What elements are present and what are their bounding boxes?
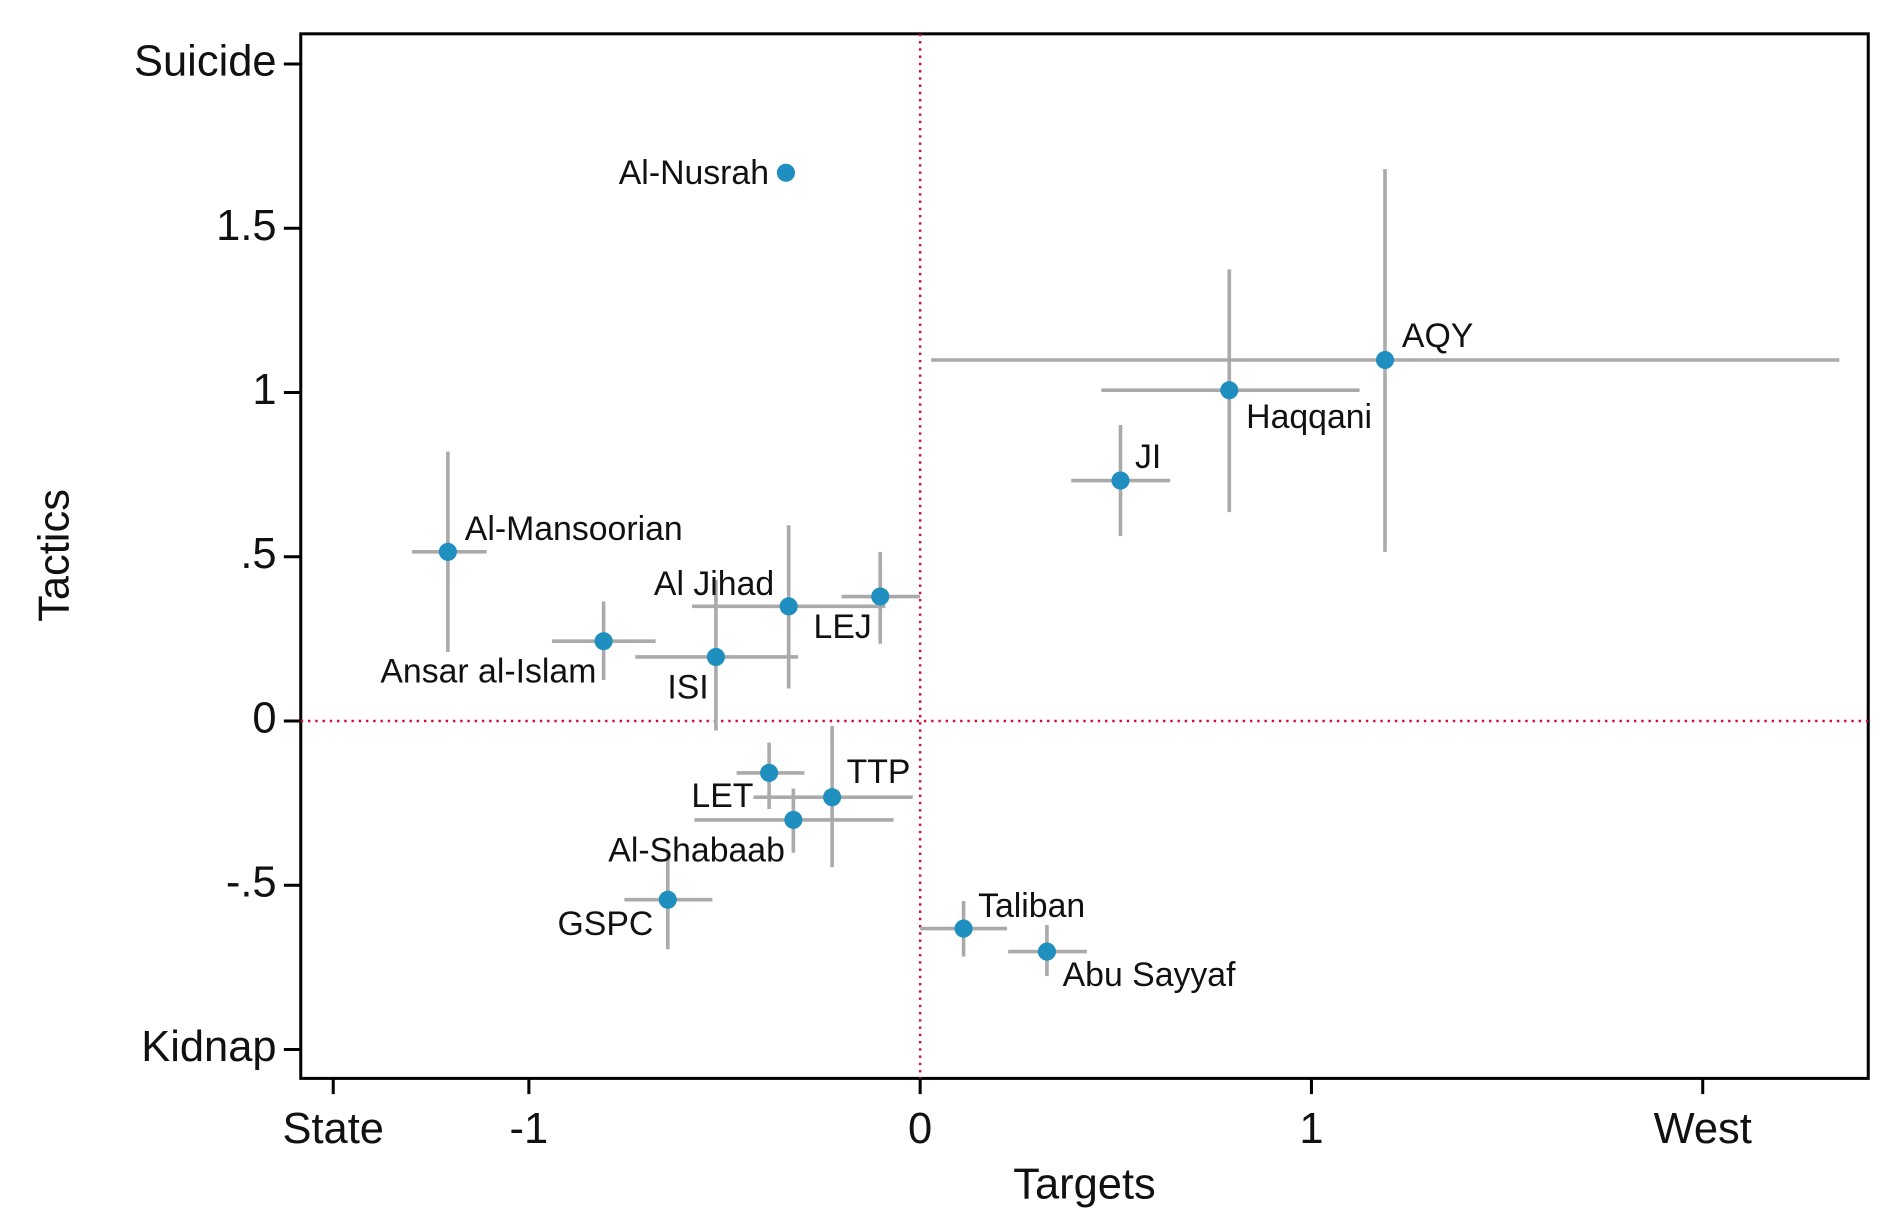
y-tick-label: .5	[240, 530, 276, 578]
point	[784, 810, 803, 829]
point-label: Taliban	[978, 887, 1085, 925]
point-label: LET	[691, 777, 753, 815]
x-tick-label: State	[282, 1105, 384, 1153]
y-tick-label: 1	[252, 366, 276, 414]
point-label: Abu Sayyaf	[1063, 956, 1236, 994]
point-label: Haqqani	[1246, 398, 1372, 436]
point	[776, 163, 796, 182]
point	[823, 788, 842, 807]
point	[1220, 381, 1239, 400]
point-label: AQY	[1402, 317, 1473, 355]
point	[1037, 942, 1056, 961]
point	[1111, 471, 1130, 490]
point-label: LEJ	[814, 608, 872, 646]
point-label: JI	[1135, 438, 1161, 476]
point-label: Al-Mansoorian	[465, 510, 683, 548]
x-tick-label: 0	[908, 1105, 932, 1153]
point-label: ISI	[667, 668, 708, 706]
point-label: Ansar al-Islam	[380, 653, 596, 691]
x-tick-label: 1	[1299, 1105, 1323, 1153]
x-axis-title: Targets	[1013, 1161, 1156, 1209]
y-tick-label: Kidnap	[141, 1023, 276, 1071]
y-tick-label: -.5	[226, 859, 277, 907]
x-tick-label: West	[1654, 1105, 1752, 1153]
point	[594, 632, 613, 651]
y-tick-label: 1.5	[216, 202, 276, 250]
point	[871, 587, 890, 606]
point	[658, 890, 677, 909]
point-label: Al-Nusrah	[619, 154, 769, 192]
y-tick-label: Suicide	[134, 38, 277, 86]
y-axis-title: Tactics	[30, 489, 78, 622]
point	[760, 763, 779, 782]
y-tick-label: 0	[252, 694, 276, 742]
point	[438, 542, 457, 561]
x-tick-label: -1	[510, 1105, 549, 1153]
point	[779, 597, 798, 616]
point-label: GSPC	[558, 905, 654, 943]
point-label: Al Jihad	[654, 565, 774, 603]
point-label: Al-Shabaab	[608, 831, 785, 869]
point	[1375, 350, 1395, 370]
point	[954, 919, 973, 938]
point-label: TTP	[847, 753, 911, 791]
point	[706, 647, 725, 667]
